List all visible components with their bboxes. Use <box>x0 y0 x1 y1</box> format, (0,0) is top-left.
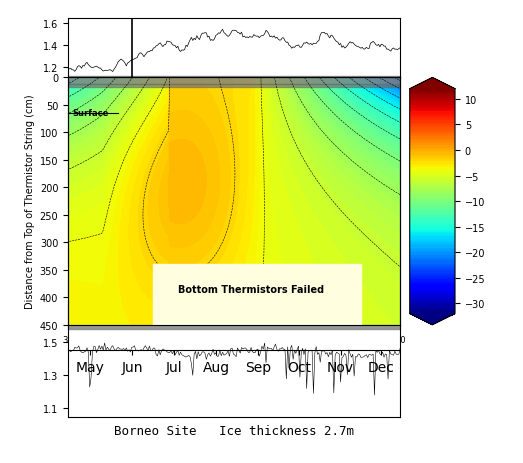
Text: Surface: Surface <box>72 108 108 118</box>
Polygon shape <box>153 265 361 325</box>
Bar <box>68 85 400 88</box>
Text: Bottom Thermistors Failed: Bottom Thermistors Failed <box>178 284 324 294</box>
Y-axis label: Distance from Top of Thermistor String (cm): Distance from Top of Thermistor String (… <box>26 94 36 309</box>
PathPatch shape <box>410 314 455 325</box>
Bar <box>68 325 400 329</box>
X-axis label: Borneo Site   Ice thickness 2.7m: Borneo Site Ice thickness 2.7m <box>114 424 354 437</box>
Bar <box>68 76 400 78</box>
Bar <box>68 78 400 85</box>
PathPatch shape <box>410 78 455 89</box>
